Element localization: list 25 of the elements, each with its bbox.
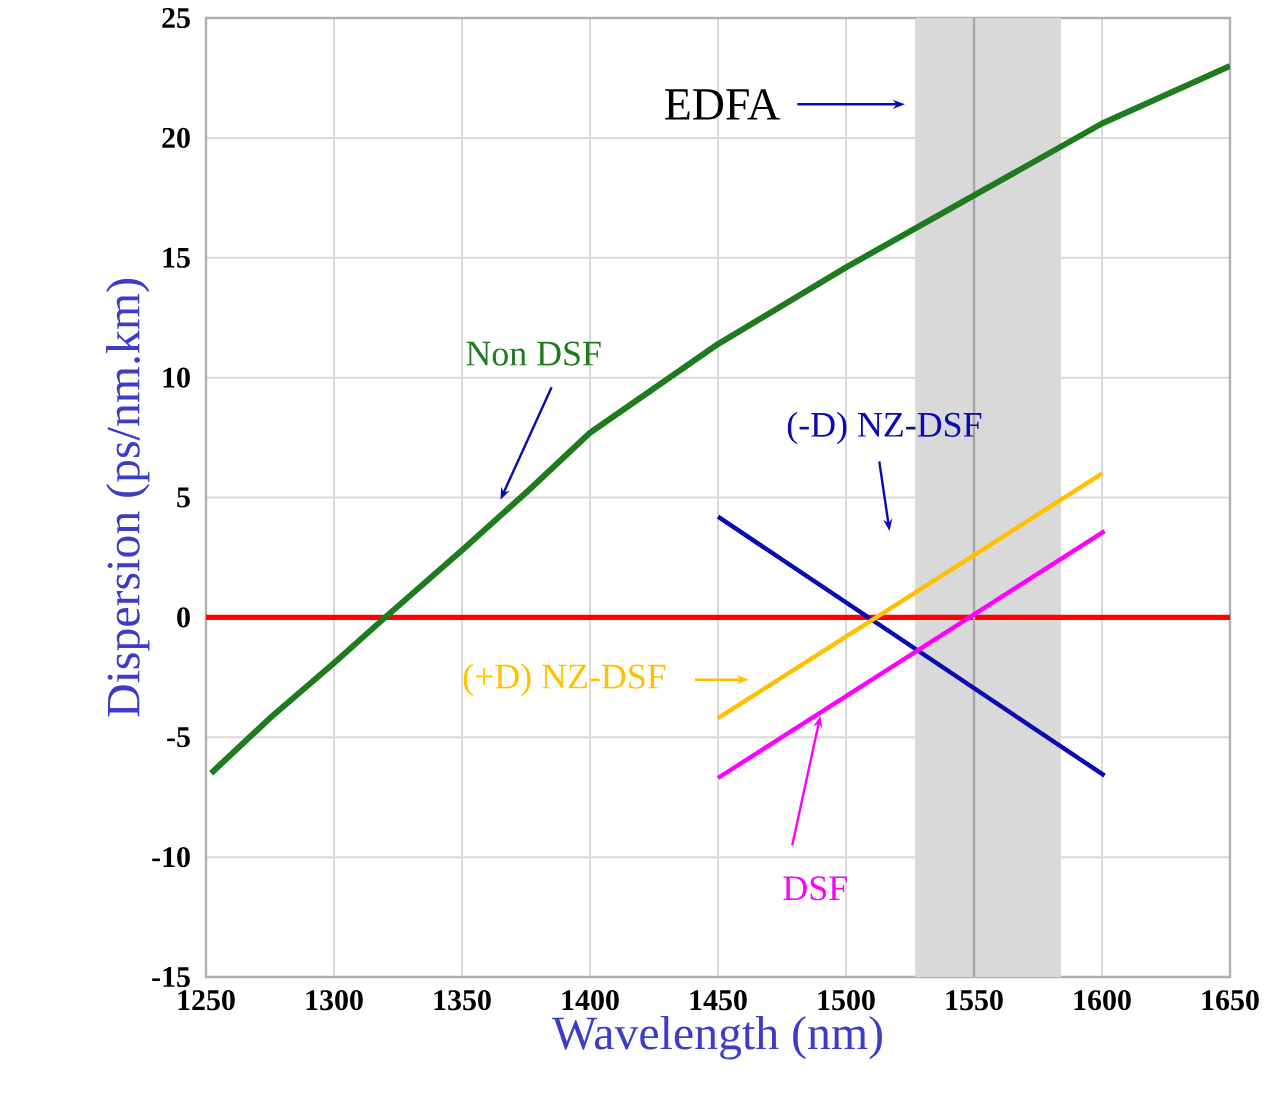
text: (-D) NZ-DSF (787, 411, 982, 445)
series-label: Non DSF (466, 341, 601, 366)
x-tick-label: 1500 (818, 990, 875, 1011)
y-tick-label: 15 (163, 247, 190, 268)
x-tick-label: 1600 (1074, 990, 1131, 1011)
x-axis-title: Wavelength (nm) (551, 1015, 882, 1060)
y-tick-label: 5 (177, 487, 190, 508)
y-axis-title: Dispersion (ps/nm.km) (106, 279, 150, 717)
text: DSF (783, 876, 847, 901)
band-label: EDFA (665, 89, 780, 120)
y-tick-label: 25 (162, 7, 190, 29)
x-tick-label: 1650 (1202, 990, 1259, 1011)
y-tick-label: 10 (163, 367, 190, 388)
y-tick-label: 20 (162, 127, 190, 148)
y-tick-label: -15 (152, 967, 190, 987)
x-tick-label: 1350 (434, 990, 491, 1011)
x-tick-label: 1400 (562, 990, 619, 1011)
y-tick-label: -5 (167, 727, 190, 748)
x-tick-label: 1450 (690, 990, 747, 1011)
y-tick-label: -10 (152, 847, 190, 868)
x-tick-label: 1250 (178, 990, 235, 1011)
y-tick-label: 0 (177, 607, 190, 628)
x-tick-label: 1300 (306, 990, 363, 1011)
legend-label: (+D) NZ-DSF (463, 663, 666, 696)
x-tick-label: 1550 (946, 990, 1003, 1011)
